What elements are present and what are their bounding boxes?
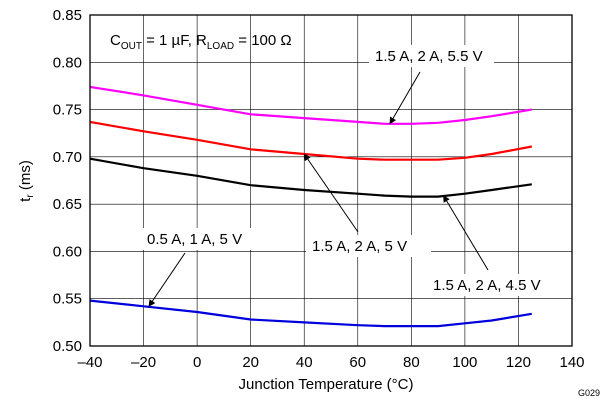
x-tick-label: 100 bbox=[452, 354, 477, 371]
series-annotation-label: 1.5 A, 2 A, 5.5 V bbox=[375, 48, 483, 65]
x-tick-label: 40 bbox=[296, 354, 313, 371]
tick-labels: –40 –20 0 20 40 60 80 100 120 140 0.50 0.55 0.60 0.65… bbox=[53, 7, 585, 371]
annotation-arrow bbox=[443, 195, 489, 271]
y-tick-label: 0.80 bbox=[53, 54, 82, 71]
annotations: 1.5 A, 2 A, 5.5 V 1.5 A, 2 A, 5 V 1.5 A, 2… bbox=[141, 45, 567, 307]
x-tick-label: –40 bbox=[77, 354, 102, 371]
y-tick-label: 0.50 bbox=[53, 338, 82, 355]
series-curves bbox=[89, 85, 533, 328]
y-tick-label: 0.70 bbox=[53, 149, 82, 166]
x-tick-label: 20 bbox=[242, 354, 259, 371]
series-annotation-label: 1.5 A, 2 A, 4.5 V bbox=[433, 277, 541, 294]
y-tick-label: 0.60 bbox=[53, 243, 82, 260]
conditions-label: COUT = 1 µF, RLOAD = 100 Ω bbox=[110, 32, 292, 52]
x-tick-label: 60 bbox=[349, 354, 366, 371]
series-line bbox=[89, 299, 532, 328]
series-line bbox=[89, 85, 532, 125]
annotation-background bbox=[369, 45, 494, 67]
annotation-background bbox=[427, 274, 567, 296]
annotation-background bbox=[306, 235, 431, 257]
series-line bbox=[89, 120, 533, 161]
series-annotation-label: 1.5 A, 2 A, 5 V bbox=[312, 238, 407, 255]
annotation-arrow bbox=[148, 252, 186, 307]
y-tick-label: 0.65 bbox=[53, 196, 82, 213]
series-line bbox=[89, 157, 532, 198]
annotation-arrow bbox=[303, 153, 359, 233]
y-axis-label: tr (ms) bbox=[17, 160, 36, 202]
y-tick-label: 0.85 bbox=[53, 7, 82, 24]
annotation-arrow bbox=[389, 71, 421, 125]
x-tick-label: 80 bbox=[403, 354, 420, 371]
grid-lines bbox=[90, 15, 572, 346]
y-tick-label: 0.55 bbox=[53, 291, 82, 308]
x-tick-label: –20 bbox=[131, 354, 156, 371]
figure-id: G029 bbox=[578, 388, 600, 398]
y-tick-label: 0.75 bbox=[53, 102, 82, 119]
x-tick-label: 120 bbox=[506, 354, 531, 371]
x-tick-label: 0 bbox=[193, 354, 201, 371]
annotation-background bbox=[141, 228, 266, 250]
x-axis-label: Junction Temperature (°C) bbox=[239, 376, 414, 393]
plot-frame bbox=[89, 14, 573, 347]
x-tick-label: 140 bbox=[559, 354, 584, 371]
series-annotation-label: 0.5 A, 1 A, 5 V bbox=[147, 231, 242, 248]
